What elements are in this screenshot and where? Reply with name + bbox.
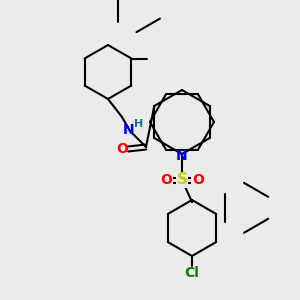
Text: Cl: Cl — [184, 266, 200, 280]
Text: N: N — [176, 149, 188, 163]
Text: O: O — [160, 173, 172, 187]
Text: H: H — [134, 119, 144, 129]
Text: S: S — [176, 172, 188, 188]
Text: N: N — [123, 123, 135, 137]
Text: O: O — [192, 173, 204, 187]
Text: O: O — [116, 142, 128, 156]
